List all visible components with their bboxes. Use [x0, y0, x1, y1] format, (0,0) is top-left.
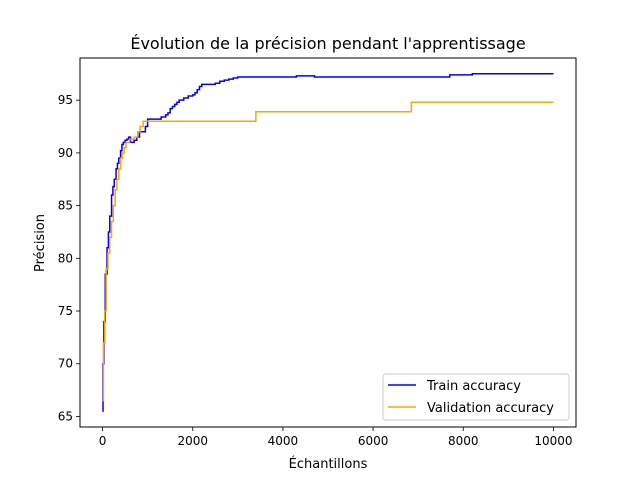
x-tick-label: 4000	[268, 434, 299, 448]
x-axis: 0 2000 4000 6000 8000 10000	[99, 427, 573, 448]
legend-box	[382, 373, 570, 421]
series-line-validation	[102, 101, 554, 402]
x-tick-label: 0	[99, 434, 107, 448]
x-axis-label: Échantillons	[289, 456, 368, 472]
x-tick-label: 8000	[448, 434, 479, 448]
x-tick-label: 2000	[177, 434, 208, 448]
x-tick-label: 6000	[358, 434, 389, 448]
series-line-train	[102, 73, 554, 412]
y-axis-label: Précision	[33, 214, 48, 272]
chart-title: Évolution de la précision pendant l'appr…	[130, 34, 525, 53]
legend-label-validation: Validation accuracy	[427, 401, 554, 416]
plot-frame	[79, 57, 577, 428]
x-tick-label: 10000	[534, 434, 572, 448]
y-tick-label: 90	[58, 146, 73, 160]
y-tick-label: 70	[58, 357, 73, 371]
legend: Train accuracy Validation accuracy	[382, 373, 570, 421]
y-tick-label: 95	[58, 93, 73, 107]
legend-label-train: Train accuracy	[426, 379, 521, 394]
plot-layer	[102, 73, 554, 412]
y-axis: 65 70 75 80 85 90 95	[58, 93, 80, 423]
y-tick-label: 75	[58, 304, 73, 318]
y-tick-label: 85	[58, 199, 73, 213]
y-tick-label: 80	[58, 251, 73, 265]
y-tick-label: 65	[58, 409, 73, 423]
